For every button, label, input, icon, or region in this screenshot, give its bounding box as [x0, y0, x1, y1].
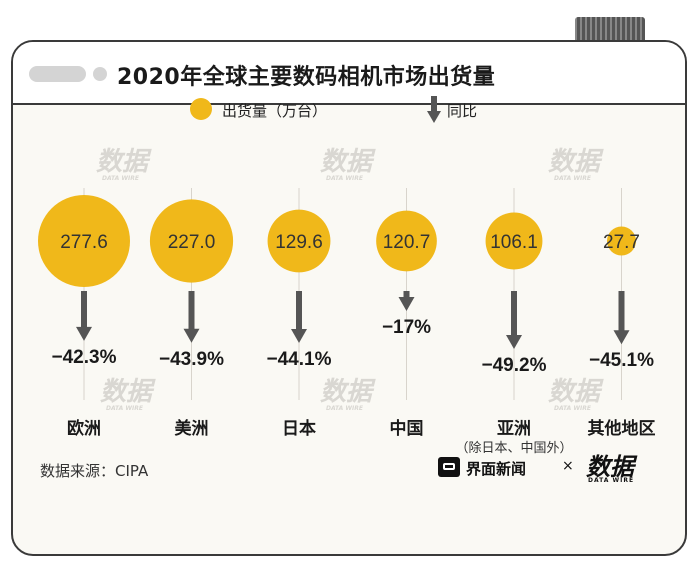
- watermark-sub: DATA WIRE: [106, 405, 144, 412]
- watermark-sub: DATA WIRE: [554, 175, 592, 182]
- bubble-0: [38, 195, 130, 287]
- yoy-arrow-shaft: [511, 291, 517, 338]
- brand-separator: ×: [562, 458, 574, 474]
- yoy-value-label: −45.1%: [589, 350, 654, 371]
- bubble-value-label: 129.6: [275, 232, 323, 253]
- bubble-1: [149, 199, 234, 283]
- category-label: 中国: [390, 418, 424, 439]
- category-label: 其他地区: [588, 418, 656, 439]
- yoy-arrow-head: [291, 329, 307, 344]
- watermark-sub: DATA WIRE: [102, 175, 140, 182]
- yoy-arrow-shaft: [188, 291, 195, 331]
- bubbles: [38, 195, 637, 287]
- yoy-arrow-head: [76, 326, 92, 341]
- legend-bubble-swatch: [190, 98, 212, 120]
- category-label: 亚洲: [497, 419, 531, 439]
- bubble-2: [267, 209, 331, 273]
- datawire-logo: 数据: [586, 453, 634, 481]
- watermark-text: 数据: [320, 377, 376, 407]
- chart-card: 2020年全球主要数码相机市场出货量: [11, 40, 687, 556]
- yoy-value-label: −44.1%: [267, 349, 332, 370]
- yoy-value-label: −43.9%: [159, 349, 224, 370]
- category-note: （除日本、中国外）: [455, 441, 572, 456]
- yoy-value-label: −42.3%: [52, 347, 117, 368]
- bubble-5: [606, 226, 637, 256]
- yoy-arrow-shaft: [403, 291, 410, 300]
- category-label: 日本: [282, 418, 316, 439]
- legend: 出货量（万台） 同比: [190, 96, 490, 124]
- watermark-sub: DATA WIRE: [326, 405, 364, 412]
- datawire-logo-sub: DATA WIRE: [588, 477, 635, 484]
- down-arrow-icon: [427, 96, 441, 123]
- yoy-arrow-head: [613, 330, 630, 345]
- category-label: 欧洲: [67, 418, 101, 439]
- bubble-value-label: 27.7: [603, 232, 640, 253]
- card-header: 2020年全球主要数码相机市场出货量: [13, 42, 685, 105]
- yoy-arrow-shaft: [81, 291, 87, 329]
- yoy-value-label: −17%: [382, 317, 431, 338]
- watermark-text: 数据: [96, 147, 152, 177]
- legend-yoy-label: 同比: [447, 102, 478, 120]
- jiemian-logo-icon: [438, 457, 460, 477]
- yoy-arrow-shaft: [618, 291, 625, 333]
- data-source: 数据来源：CIPA: [40, 462, 149, 480]
- category-label: 美洲: [175, 418, 209, 439]
- chart-title: 2020年全球主要数码相机市场出货量: [117, 65, 496, 90]
- watermark-sub: DATA WIRE: [326, 175, 364, 182]
- yoy-arrow-shaft: [296, 291, 302, 332]
- labels: 277.6 −42.3% 欧洲 227.0 −43.9% 美洲 129.6 −44.1% 日本 1…: [52, 232, 656, 456]
- yoy-arrow-head: [183, 328, 200, 343]
- yoy-arrow-head: [398, 297, 415, 312]
- header-pill-decoration: [29, 66, 86, 82]
- bubble-value-label: 227.0: [168, 232, 216, 253]
- watermark-text: 数据: [548, 147, 604, 177]
- bubble-value-label: 277.6: [60, 232, 108, 253]
- bubble-value-label: 120.7: [383, 232, 431, 253]
- watermark-text: 数据: [100, 377, 156, 407]
- bubble-4: [485, 212, 543, 270]
- watermark-text: 数据: [320, 147, 376, 177]
- watermark-sub: DATA WIRE: [554, 405, 592, 412]
- watermark-text: 数据: [548, 377, 604, 407]
- bubble-value-label: 106.1: [490, 232, 538, 253]
- bubble-3: [376, 210, 437, 272]
- brand-name: 界面新闻: [466, 460, 527, 478]
- window-tab-decoration: [575, 17, 645, 41]
- legend-shipments-label: 出货量（万台）: [222, 102, 328, 120]
- yoy-arrow-head: [506, 335, 522, 350]
- header-dot-decoration: [93, 67, 107, 81]
- yoy-arrows: [76, 291, 630, 350]
- yoy-value-label: −49.2%: [482, 355, 547, 376]
